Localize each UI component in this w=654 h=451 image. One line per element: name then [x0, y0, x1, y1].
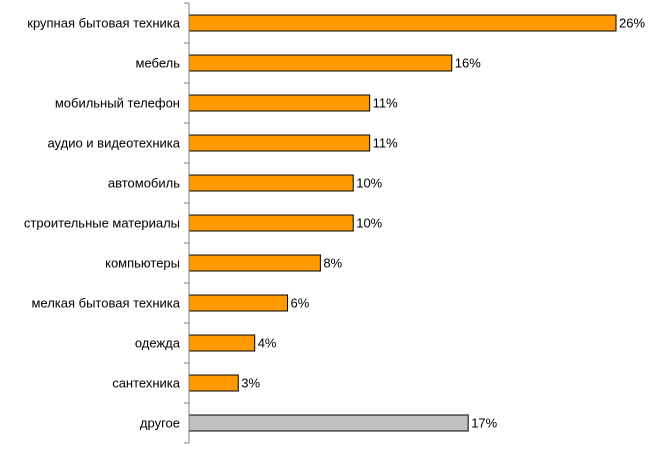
value-label-8: 6% [291, 296, 310, 311]
value-label-6: 10% [356, 216, 382, 231]
bar-6 [188, 214, 354, 232]
category-label-1: крупная бытовая техника [27, 16, 181, 31]
value-label-11: 17% [471, 416, 497, 431]
bar-5 [188, 174, 354, 192]
bars-layer [188, 14, 617, 432]
bar-3 [188, 94, 371, 112]
labels-layer: крупная бытовая техника 26% мебель 16% мобил… [24, 16, 646, 431]
value-label-1: 26% [619, 16, 645, 31]
category-label-3: мобильный телефон [55, 96, 180, 111]
category-label-6: строительные материалы [24, 216, 180, 231]
category-label-7: компьютеры [105, 256, 180, 271]
category-label-8: мелкая бытовая техника [31, 296, 180, 311]
value-label-5: 10% [356, 176, 382, 191]
category-label-9: одежда [135, 336, 181, 351]
value-label-4: 11% [373, 136, 398, 151]
category-label-2: мебель [136, 56, 181, 71]
value-label-7: 8% [323, 256, 342, 271]
bar-9 [188, 334, 256, 352]
value-label-2: 16% [455, 56, 481, 71]
bar-10 [188, 374, 239, 392]
category-label-11: другое [140, 416, 180, 431]
value-label-9: 4% [258, 336, 277, 351]
bar-1 [188, 14, 617, 32]
bar-8 [188, 294, 289, 312]
category-label-5: автомобиль [108, 176, 180, 191]
bar-7 [188, 254, 321, 272]
value-label-3: 11% [373, 96, 398, 111]
axis-layer [184, 2, 190, 444]
bar-2 [188, 54, 453, 72]
value-label-10: 3% [241, 376, 260, 391]
category-label-10: сантехника [112, 376, 181, 391]
bar-11 [188, 414, 469, 432]
category-label-4: аудио и видеотехника [47, 136, 180, 151]
bar-4 [188, 134, 371, 152]
